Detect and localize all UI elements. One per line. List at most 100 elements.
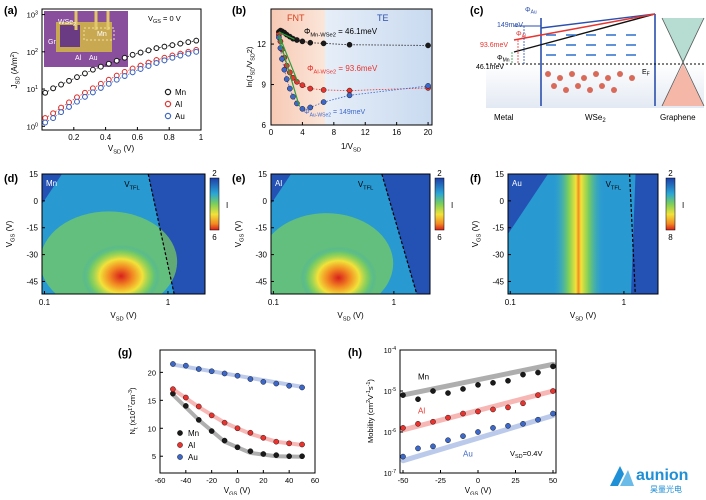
data-point-au bbox=[273, 380, 280, 387]
x-axis-label: VSD (V) bbox=[570, 311, 597, 322]
y-tick-label: 10-6 bbox=[384, 428, 396, 437]
x-tick-label: 40 bbox=[285, 476, 293, 485]
x-tick-label: 1 bbox=[166, 298, 171, 307]
data-point-mn bbox=[195, 417, 202, 423]
legend-label-al: Al bbox=[188, 441, 195, 450]
panel-g-frame bbox=[159, 349, 316, 474]
data-point-ring-au bbox=[97, 85, 104, 91]
data-point-al bbox=[505, 404, 511, 411]
data-point-ring-mn bbox=[169, 42, 176, 49]
data-point-ring-au bbox=[50, 115, 57, 121]
panel-b-letter: (b) bbox=[232, 5, 246, 17]
data-point-mn bbox=[208, 428, 215, 434]
panel-a-letter: (a) bbox=[4, 5, 18, 17]
vtfl-label-part: V bbox=[358, 180, 364, 189]
y-axis-label-part: /V bbox=[245, 61, 254, 68]
data-point-ring-au bbox=[169, 54, 176, 61]
y-axis-label-part: ) bbox=[128, 387, 137, 390]
x-axis-label-part: V bbox=[337, 311, 343, 320]
data-point-au bbox=[299, 106, 306, 112]
heatmap-frame bbox=[507, 173, 659, 295]
y-axis-label-part: Mobility (cm bbox=[366, 403, 375, 443]
y-tick-label: 0 bbox=[500, 197, 505, 206]
data-point-au bbox=[415, 445, 421, 452]
data-point-mn bbox=[299, 453, 305, 460]
data-point-ring-au bbox=[42, 119, 49, 126]
data-point-au bbox=[320, 99, 327, 105]
data-point-mn bbox=[286, 453, 292, 460]
data-point-al bbox=[430, 418, 436, 425]
y-axis-label: Nt (x1017cm-3) bbox=[128, 387, 139, 434]
data-point-au bbox=[260, 379, 267, 385]
data-point-ring-mn bbox=[193, 37, 200, 44]
y-axis-label-part: J bbox=[10, 84, 19, 88]
y-tick-label: 10-4 bbox=[384, 346, 396, 355]
y-axis-label-part: ) bbox=[10, 51, 19, 54]
data-point-ring-au bbox=[193, 48, 200, 55]
data-point-ring-au bbox=[137, 66, 144, 72]
data-point-mn bbox=[346, 41, 353, 48]
barrier-label-mn: ΦMn-WSe2 = 46.1meV bbox=[304, 27, 378, 38]
x-tick-label: 0.1 bbox=[268, 298, 280, 307]
y-tick-label: -30 bbox=[255, 251, 267, 260]
legend-label-au: Au bbox=[188, 453, 198, 462]
legend-marker-mn bbox=[164, 88, 172, 96]
y-tick-label: 101 bbox=[27, 85, 38, 94]
heatmap-body bbox=[508, 174, 658, 294]
panel-h-plot bbox=[400, 361, 556, 464]
data-point-mn bbox=[294, 37, 300, 43]
inset-label-wse2: WSe2 bbox=[58, 19, 76, 28]
y-axis-label-part: ) bbox=[245, 46, 254, 49]
vtfl-boundary-line bbox=[381, 174, 418, 294]
vtfl-boundary-line bbox=[628, 174, 636, 294]
data-point-au bbox=[247, 376, 254, 382]
y-axis-label-part: GS bbox=[10, 233, 16, 241]
fit-band-au bbox=[400, 413, 556, 464]
y-axis-label-part: (V) bbox=[5, 220, 14, 233]
y-axis-label-part: SD bbox=[15, 76, 21, 84]
panel-a-plot bbox=[42, 37, 200, 126]
data-point-au bbox=[346, 92, 353, 99]
x-axis-label: 1/VSD bbox=[341, 142, 361, 153]
colorbar-min-label: 6 bbox=[212, 233, 217, 242]
data-point-au bbox=[475, 429, 481, 435]
data-point-al bbox=[520, 400, 526, 407]
y-axis-label-part: -3 bbox=[128, 390, 134, 395]
x-tick-label: 1 bbox=[199, 133, 204, 142]
series-label-au: Au bbox=[463, 450, 473, 459]
data-point-al bbox=[286, 440, 292, 447]
phi-al-symbol: ΦAl bbox=[516, 31, 526, 40]
x-axis-label-part: GS bbox=[229, 491, 237, 495]
al-barrier-line bbox=[513, 13, 656, 41]
x-tick-label: 60 bbox=[311, 476, 319, 485]
x-axis-label-part: 1/V bbox=[341, 142, 354, 151]
data-point-ring-mn bbox=[113, 57, 120, 64]
x-axis-label-part: (V) bbox=[351, 311, 364, 320]
data-point-ring-au bbox=[105, 80, 112, 87]
x-tick-label: 8 bbox=[332, 128, 337, 137]
x-axis-label-part: SD bbox=[575, 316, 583, 322]
data-point-ring-au bbox=[66, 104, 72, 110]
data-point-al bbox=[460, 410, 466, 417]
heatmap-metal-label: Mn bbox=[46, 179, 57, 188]
panel-f-letter: (f) bbox=[470, 173, 481, 185]
data-point-au bbox=[307, 104, 314, 111]
y-tick-label: 100 bbox=[27, 122, 38, 131]
data-point-au bbox=[505, 423, 511, 429]
data-point-al bbox=[208, 412, 215, 419]
x-axis-label-part: V bbox=[108, 144, 114, 153]
x-axis-label: VGS (V) bbox=[224, 486, 251, 495]
x-axis-label-part: (V) bbox=[478, 486, 491, 495]
data-point-mn bbox=[425, 42, 431, 49]
fit-band-mn bbox=[400, 361, 556, 398]
data-point-mn bbox=[299, 38, 306, 45]
y-axis-label-part: 17 bbox=[128, 405, 134, 411]
x-tick-label: 16 bbox=[392, 128, 401, 137]
vtfl-label-part: TFL bbox=[611, 185, 621, 191]
y-tick-label: -15 bbox=[26, 224, 38, 233]
vtfl-label: VTFL bbox=[358, 180, 374, 191]
x-tick-label: 20 bbox=[259, 476, 267, 485]
fit-line-al bbox=[278, 34, 299, 83]
data-point-ring-mn bbox=[185, 39, 192, 46]
